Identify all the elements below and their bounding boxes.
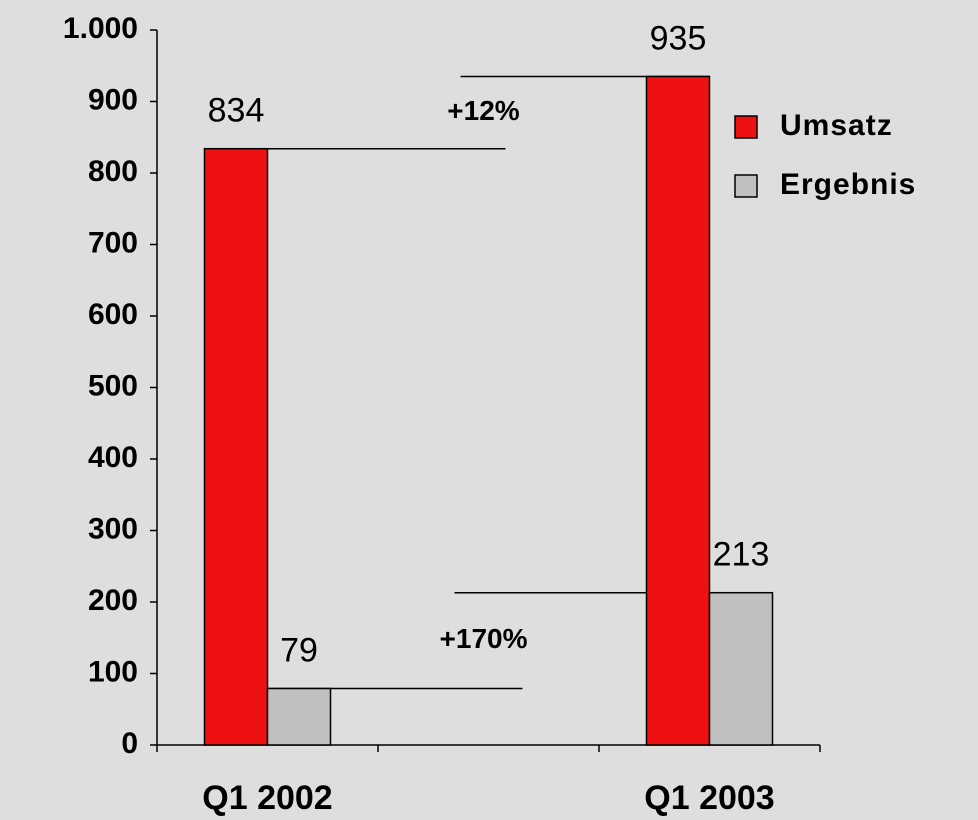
x-tick-label: Q1 2002	[202, 779, 332, 817]
y-tick-label: 600	[88, 298, 138, 331]
y-tick-label: 700	[88, 226, 138, 259]
y-tick-label: 100	[88, 655, 138, 688]
y-tick-label: 900	[88, 83, 138, 116]
value-label: 79	[280, 631, 318, 669]
y-tick-label: 500	[88, 369, 138, 402]
y-tick-label: 400	[88, 441, 138, 474]
annotation: +12%	[447, 95, 519, 126]
annotation: +170%	[440, 623, 528, 654]
value-label: 213	[713, 536, 770, 574]
legend-swatch	[734, 115, 758, 139]
legend-label: Umsatz	[780, 109, 893, 142]
y-tick-label: 800	[88, 155, 138, 188]
value-label: 834	[208, 92, 265, 130]
legend-label: Ergebnis	[780, 168, 916, 201]
bar	[266, 687, 332, 746]
y-tick-label: 0	[121, 727, 138, 760]
y-tick-label: 200	[88, 584, 138, 617]
y-tick-label: 300	[88, 512, 138, 545]
value-label: 935	[650, 19, 707, 57]
y-tick-label: 1.000	[63, 12, 138, 45]
bar	[203, 147, 269, 746]
x-tick-label: Q1 2003	[644, 779, 774, 817]
bar	[645, 75, 711, 746]
bar	[708, 591, 774, 746]
legend-swatch	[734, 174, 758, 198]
